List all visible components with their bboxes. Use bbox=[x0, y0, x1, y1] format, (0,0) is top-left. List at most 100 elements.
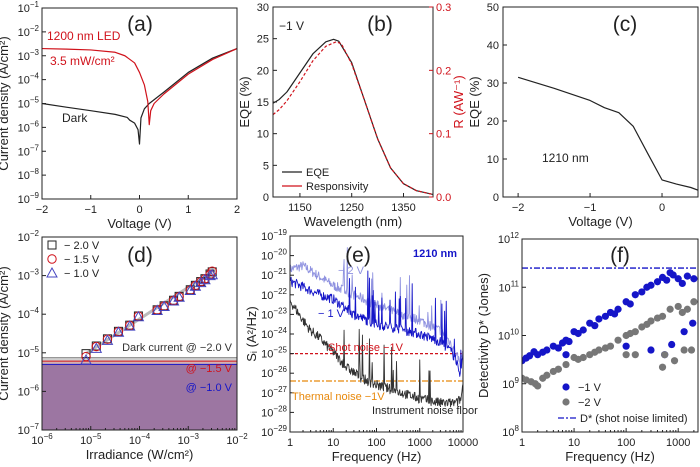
annotation: 3.5 mW/cm² bbox=[50, 54, 115, 68]
x-tick-label: 10−2 bbox=[226, 432, 248, 447]
tick-base: 10 bbox=[261, 251, 273, 263]
data-point-triangle bbox=[158, 300, 170, 312]
tick-base: 10 bbox=[498, 331, 510, 343]
y-tick-label: 10−1 bbox=[18, 0, 40, 15]
data-point bbox=[658, 363, 667, 371]
legend-marker bbox=[562, 398, 570, 406]
y-tick-label: 10−6 bbox=[18, 383, 40, 398]
tick-exponent: −4 bbox=[30, 72, 40, 81]
series-line-instrument-noise-floor bbox=[290, 299, 463, 408]
data-point bbox=[690, 275, 698, 283]
tick-base: 10 bbox=[261, 231, 273, 243]
tick-exponent: −26 bbox=[273, 365, 287, 374]
data-point bbox=[674, 302, 682, 311]
y-tick-label: 25 bbox=[257, 34, 269, 46]
x-axis-label: Frequency (Hz) bbox=[332, 449, 422, 464]
plot-frame bbox=[272, 6, 434, 198]
tick-base: 10 bbox=[18, 386, 30, 398]
tick-exponent: −27 bbox=[273, 385, 287, 394]
x-tick-label: −2 bbox=[36, 204, 49, 216]
tick-exponent: −6 bbox=[44, 432, 54, 441]
x-tick-label: 100 bbox=[617, 437, 635, 449]
tick-base: 10 bbox=[18, 170, 30, 182]
y-tick-label: 10−5 bbox=[18, 96, 40, 111]
panel-c: −2 −1 0 0 10 20 30 40 50 Voltage (V) EQE (%) (c) 121… bbox=[467, 2, 699, 229]
plot-frame bbox=[502, 6, 699, 198]
tick-base: 10 bbox=[502, 427, 514, 439]
y-tick-label: 1010 bbox=[498, 328, 520, 343]
y-axis-label: EQE (%) bbox=[467, 76, 482, 127]
panel-label: (a) bbox=[127, 13, 153, 36]
tick-exponent: −6 bbox=[30, 383, 40, 392]
data-point bbox=[626, 300, 634, 308]
data-point bbox=[614, 305, 622, 313]
y-tick-label: 108 bbox=[502, 424, 519, 439]
data-point bbox=[543, 371, 551, 379]
series-line-dark bbox=[42, 48, 237, 145]
panel-b: 1150 1250 1350 0 5 10 15 20 25 30 0.0 0.1 0.2 0.3 R (A… bbox=[237, 2, 466, 229]
data-point bbox=[666, 305, 674, 313]
plot-area bbox=[517, 76, 698, 191]
data-point-triangle bbox=[189, 280, 202, 291]
annotation: − 1 V bbox=[318, 308, 345, 320]
tick-exponent: −29 bbox=[273, 424, 287, 433]
data-point-triangle bbox=[80, 353, 92, 365]
data-point bbox=[562, 351, 570, 359]
series-line-responsivity bbox=[273, 41, 433, 196]
x-tick-label: 2 bbox=[234, 204, 240, 216]
dark-current-region bbox=[42, 364, 237, 430]
annotation: 1210 nm bbox=[413, 248, 457, 260]
x-tick-label: 1250 bbox=[339, 202, 363, 214]
legend-label: − 1.0 V bbox=[64, 268, 100, 280]
panel-e: 1 10 100 1000 1000010−2910−2810−2710−2610−25… bbox=[244, 228, 478, 464]
tick-exponent: −3 bbox=[30, 268, 40, 277]
tick-exponent: −22 bbox=[273, 287, 287, 296]
y-tick-label: 50 bbox=[487, 2, 499, 14]
data-point-triangle bbox=[101, 334, 114, 345]
data-point bbox=[647, 281, 655, 289]
tick-base: 10 bbox=[261, 329, 273, 341]
tick-base: 10 bbox=[18, 348, 30, 360]
data-point-circle bbox=[91, 341, 102, 352]
tick-exponent: −3 bbox=[190, 432, 200, 441]
y-tick-label: 0 bbox=[493, 192, 499, 204]
x-tick-label: 100 bbox=[367, 437, 385, 449]
legend-label: −1 V bbox=[578, 382, 602, 394]
data-point-square bbox=[81, 349, 91, 359]
tick-exponent: −20 bbox=[273, 248, 287, 257]
annotation: Shot noise −1V bbox=[328, 342, 404, 354]
legend-label: EQE bbox=[306, 167, 329, 179]
y-tick-label: 10−22 bbox=[261, 287, 287, 302]
y-tick-label: 10 bbox=[487, 154, 499, 166]
tick-base: 10 bbox=[178, 435, 190, 447]
tick-exponent: −4 bbox=[30, 306, 40, 315]
legend-label: −2 V bbox=[578, 397, 602, 409]
data-point bbox=[601, 312, 610, 320]
y-tick-label: 10−21 bbox=[261, 267, 287, 282]
y-axis-label: EQE (%) bbox=[237, 76, 252, 127]
tick-base: 10 bbox=[18, 271, 30, 283]
x-tick-label: 0 bbox=[659, 202, 665, 214]
tick-base: 10 bbox=[18, 425, 30, 437]
tick-base: 10 bbox=[18, 3, 30, 15]
y-tick-label: 10 bbox=[257, 129, 269, 141]
annotation: 1200 nm LED bbox=[47, 29, 121, 43]
x-tick-label: −1 bbox=[84, 204, 97, 216]
y2-tick-label: 0.3 bbox=[436, 2, 451, 14]
tick-base: 10 bbox=[129, 435, 141, 447]
tick-base: 10 bbox=[18, 99, 30, 111]
tick-exponent: −5 bbox=[92, 432, 102, 441]
data-point-triangle bbox=[90, 342, 103, 353]
legend-label: − 2.0 V bbox=[64, 240, 100, 252]
tick-exponent: −2 bbox=[30, 229, 40, 238]
data-point bbox=[689, 319, 697, 327]
series-line--2-v bbox=[290, 247, 463, 368]
x-axis-label: Frequency (Hz) bbox=[565, 449, 655, 464]
data-point bbox=[680, 346, 688, 354]
legend-marker bbox=[562, 383, 570, 391]
tick-exponent: −8 bbox=[30, 167, 40, 176]
data-point bbox=[622, 342, 630, 350]
y-tick-label: 10−6 bbox=[18, 119, 40, 134]
y-axis-label: Current density (A/cm²) bbox=[0, 266, 11, 400]
